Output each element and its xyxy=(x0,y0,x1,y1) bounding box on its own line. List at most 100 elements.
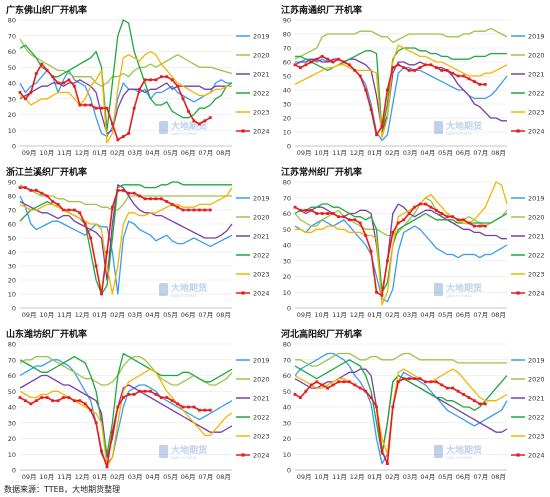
y-tick-label: 70 xyxy=(283,194,291,202)
legend-label: 2021 xyxy=(528,232,545,240)
legend-label: 2023 xyxy=(253,432,270,440)
legend-label: 2019 xyxy=(528,194,545,202)
data-point-2024 xyxy=(478,83,482,86)
x-tick-label: 08月 xyxy=(491,311,506,319)
y-tick-label: 60 xyxy=(8,48,16,56)
data-point-2024 xyxy=(72,84,76,88)
data-point-2024 xyxy=(456,389,460,393)
data-point-2024 xyxy=(396,221,400,225)
data-point-2024 xyxy=(369,249,373,253)
data-point-2024 xyxy=(342,380,346,384)
y-tick-label: 20 xyxy=(8,435,16,443)
y-tick-label: 80 xyxy=(283,179,291,187)
x-tick-label: 07月 xyxy=(473,473,488,481)
data-point-2024 xyxy=(429,380,433,384)
data-point-2024 xyxy=(478,402,482,406)
data-point-2024 xyxy=(445,215,449,219)
data-point-2024 xyxy=(29,189,33,192)
data-point-2024 xyxy=(364,389,368,393)
x-tick-label: 08月 xyxy=(216,149,231,157)
data-point-2024 xyxy=(451,71,455,75)
x-tick-label: 12月 xyxy=(350,311,365,319)
y-tick-label: 70 xyxy=(8,32,16,40)
data-point-2024 xyxy=(315,212,319,215)
data-point-2024 xyxy=(127,132,131,135)
data-point-2024 xyxy=(67,208,71,212)
data-point-2024 xyxy=(402,218,406,222)
series-line-2020 xyxy=(294,27,508,60)
x-tick-label: 10月 xyxy=(39,311,54,319)
chart-title: 河北高阳织厂开机率 xyxy=(281,328,362,340)
chart-panel-lanxi: 浙江兰溪织厂开机率 0 10 20 30 40 50 60 70 80 90 09月 10月 11月 12月… xyxy=(0,162,275,324)
series-line-2022 xyxy=(295,47,507,133)
data-point-2024 xyxy=(62,396,65,399)
data-point-2024 xyxy=(299,396,302,399)
source-note: 数据来源：TTEB，大地期货整理 xyxy=(4,485,121,494)
data-point-2024 xyxy=(391,231,395,234)
data-point-2024 xyxy=(451,215,455,219)
data-point-2024 xyxy=(83,222,87,226)
data-point-2024 xyxy=(143,78,147,82)
series-line-2019 xyxy=(19,195,233,295)
x-tick-label: 06月 xyxy=(456,149,471,157)
legend-label: 2021 xyxy=(253,70,270,78)
svg-text:DADI FUTURES: DADI FUTURES xyxy=(171,456,198,460)
y-tick-label: 20 xyxy=(283,435,291,443)
data-point-2024 xyxy=(29,91,33,94)
data-point-2024 xyxy=(127,191,131,195)
data-point-2024 xyxy=(347,218,351,222)
series-line-2020 xyxy=(19,38,233,87)
x-tick-label: 06月 xyxy=(456,311,471,319)
data-point-2024 xyxy=(418,202,422,206)
y-tick-label: 20 xyxy=(283,115,291,123)
data-point-2024 xyxy=(293,63,297,67)
series-line-2021 xyxy=(294,203,507,293)
data-point-2024 xyxy=(483,224,487,228)
x-tick-label: 05月 xyxy=(438,311,453,319)
series-line-2020 xyxy=(295,352,507,367)
legend-label: 2019 xyxy=(528,32,545,40)
legend-label: 2021 xyxy=(528,394,545,402)
x-tick-label: 07月 xyxy=(198,311,213,319)
data-point-2024 xyxy=(364,88,368,92)
data-point-2024 xyxy=(105,106,109,110)
legend-label: 2024 xyxy=(253,127,270,135)
data-point-2024 xyxy=(176,84,180,88)
svg-text:DADI FUTURES: DADI FUTURES xyxy=(446,456,473,460)
legend: 2019 2020 2021 2022 2023 2024 xyxy=(511,356,545,459)
data-point-2024 xyxy=(159,197,163,201)
data-point-2024 xyxy=(380,125,384,128)
legend: 2019 2020 2021 2022 2023 2024 xyxy=(236,194,270,297)
data-point-2024 xyxy=(67,78,71,82)
data-point-2024 xyxy=(304,389,308,393)
legend: 2019 2020 2021 2022 2023 2024 xyxy=(511,32,545,135)
x-tick-label: 10月 xyxy=(39,473,54,481)
data-point-2024 xyxy=(181,208,185,212)
y-tick-label: 50 xyxy=(283,388,291,396)
svg-text:大地期货: 大地期货 xyxy=(171,444,207,456)
data-point-2024 xyxy=(304,63,308,67)
data-point-2024 xyxy=(94,106,98,110)
data-point-2024 xyxy=(299,66,302,69)
legend-label: 2024 xyxy=(253,451,270,459)
legend-marker xyxy=(516,291,520,295)
data-point-2024 xyxy=(456,74,460,78)
x-tick-label: 01月 xyxy=(92,149,107,157)
chart-svg: 江苏常州织厂开机率 0 10 20 30 40 50 60 70 80 09月 10月 11月 12月 01… xyxy=(281,166,545,319)
legend-marker xyxy=(241,453,245,457)
data-point-2024 xyxy=(192,405,196,409)
y-tick-label: 20 xyxy=(283,273,291,281)
x-tick-label: 11月 xyxy=(332,473,347,481)
data-point-2024 xyxy=(309,208,313,212)
legend-label: 2024 xyxy=(528,289,545,297)
data-point-2024 xyxy=(445,69,449,72)
y-tick-label: 10 xyxy=(8,127,16,135)
data-point-2024 xyxy=(407,212,411,215)
y-tick-label: 30 xyxy=(283,257,291,265)
y-tick-label: 70 xyxy=(8,207,16,215)
data-point-2024 xyxy=(353,218,357,222)
